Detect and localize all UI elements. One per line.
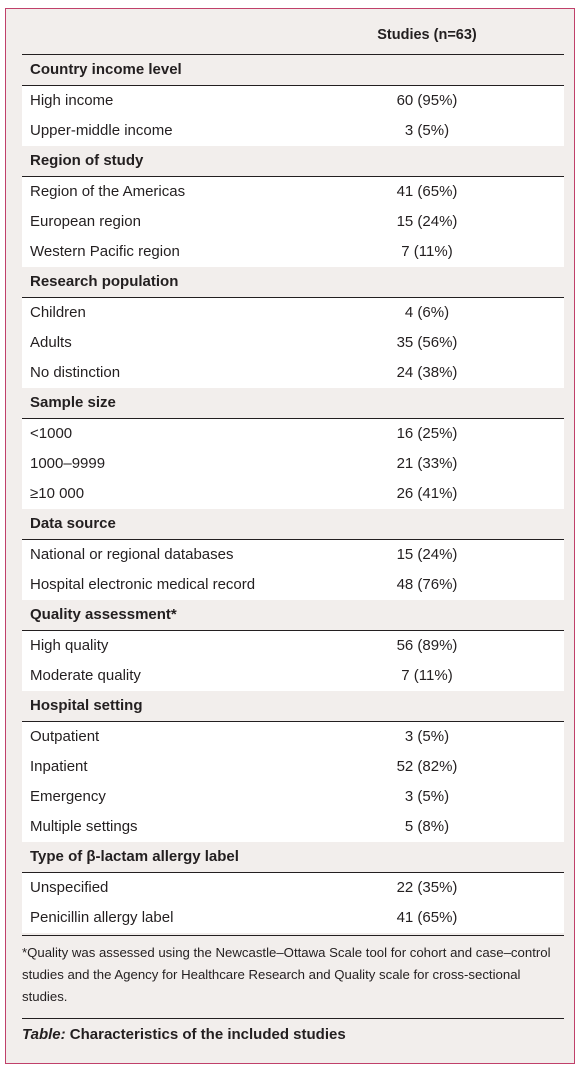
row-label: Upper-middle income xyxy=(30,122,173,139)
table-row: High income 60 (95%) xyxy=(22,86,564,116)
table-row: Unspecified 22 (35%) xyxy=(22,873,564,903)
row-value: 4 (6%) xyxy=(404,304,450,321)
section-body: Unspecified 22 (35%) Penicillin allergy la… xyxy=(22,873,564,933)
row-label: 1000–9999 xyxy=(30,455,106,472)
table-row: European region 15 (24%) xyxy=(22,207,564,237)
table-row: Hospital electronic medical record 48 (76… xyxy=(22,570,564,600)
row-label: No distinction xyxy=(30,364,121,381)
row-value: 3 (5%) xyxy=(404,788,450,805)
row-label: Multiple settings xyxy=(30,818,138,835)
row-label: Moderate quality xyxy=(30,667,141,684)
row-value: 22 (35%) xyxy=(396,879,458,896)
row-value: 7 (11%) xyxy=(401,243,453,260)
table-row: Region of the Americas 41 (65%) xyxy=(22,177,564,207)
row-label: ≥10 000 xyxy=(30,485,85,502)
table-row: Emergency 3 (5%) xyxy=(22,782,564,812)
row-value: 26 (41%) xyxy=(396,485,458,502)
row-value: 41 (65%) xyxy=(396,909,458,926)
table-row: Penicillin allergy label 41 (65%) xyxy=(22,903,564,933)
row-value: 7 (11%) xyxy=(401,667,453,684)
row-value: 35 (56%) xyxy=(396,334,458,351)
table-caption: Table: Characteristics of the included s… xyxy=(22,1018,564,1043)
row-label: Outpatient xyxy=(30,728,100,745)
section-title: Quality assessment* xyxy=(22,600,564,631)
row-value: 15 (24%) xyxy=(396,213,458,230)
row-value: 56 (89%) xyxy=(396,637,458,654)
section-body: <1000 16 (25%) 1000–9999 21 (33%) ≥10 000 26 … xyxy=(22,419,564,509)
section-title: Country income level xyxy=(22,55,564,86)
section-body: National or regional databases 15 (24%) Ho… xyxy=(22,540,564,600)
table-row: Upper-middle income 3 (5%) xyxy=(22,116,564,146)
table-row: Multiple settings 5 (8%) xyxy=(22,812,564,842)
row-value: 52 (82%) xyxy=(396,758,458,775)
table-row: Inpatient 52 (82%) xyxy=(22,752,564,782)
section-body: Region of the Americas 41 (65%) European r… xyxy=(22,177,564,267)
table-row: Western Pacific region 7 (11%) xyxy=(22,237,564,267)
row-label: Children xyxy=(30,304,86,321)
column-header: Studies (n=63) xyxy=(377,27,477,43)
table-row: Outpatient 3 (5%) xyxy=(22,722,564,752)
section-title: Data source xyxy=(22,509,564,540)
table-row: Adults 35 (56%) xyxy=(22,328,564,358)
row-value: 15 (24%) xyxy=(396,546,458,563)
row-value: 5 (8%) xyxy=(404,818,450,835)
table-header: Studies (n=63) xyxy=(22,21,564,55)
section-title: Region of study xyxy=(22,146,564,177)
table-row: <1000 16 (25%) xyxy=(22,419,564,449)
section-title: Sample size xyxy=(22,388,564,419)
table-footnote: *Quality was assessed using the Newcastl… xyxy=(22,935,564,1014)
row-value: 3 (5%) xyxy=(404,122,450,139)
row-value: 21 (33%) xyxy=(396,455,458,472)
row-value: 60 (95%) xyxy=(396,92,458,109)
characteristics-table: Studies (n=63) Country income level High … xyxy=(22,21,564,1043)
table-row: ≥10 000 26 (41%) xyxy=(22,479,564,509)
row-label: Emergency xyxy=(30,788,106,805)
table-row: Moderate quality 7 (11%) xyxy=(22,661,564,691)
table-row: High quality 56 (89%) xyxy=(22,631,564,661)
section-body: High income 60 (95%) Upper-middle income 3 … xyxy=(22,86,564,146)
row-label: Penicillin allergy label xyxy=(30,909,174,926)
caption-text: Characteristics of the included studies xyxy=(65,1026,346,1043)
table-row: Children 4 (6%) xyxy=(22,298,564,328)
row-label: Hospital electronic medical record xyxy=(30,576,256,593)
table-panel: Studies (n=63) Country income level High … xyxy=(5,8,575,1064)
row-label: Region of the Americas xyxy=(30,183,186,200)
row-label: Unspecified xyxy=(30,879,109,896)
row-value: 24 (38%) xyxy=(396,364,458,381)
row-value: 3 (5%) xyxy=(404,728,450,745)
row-label: High income xyxy=(30,92,114,109)
row-label: Adults xyxy=(30,334,72,351)
row-value: 16 (25%) xyxy=(396,425,458,442)
row-label: National or regional databases xyxy=(30,546,234,563)
section-title: Hospital setting xyxy=(22,691,564,722)
section-title: Research population xyxy=(22,267,564,298)
row-value: 48 (76%) xyxy=(396,576,458,593)
table-row: 1000–9999 21 (33%) xyxy=(22,449,564,479)
row-label: European region xyxy=(30,213,141,230)
caption-prefix: Table: xyxy=(22,1026,66,1043)
section-title: Type of β-lactam allergy label xyxy=(22,842,564,873)
row-value: 41 (65%) xyxy=(396,183,458,200)
table-row: National or regional databases 15 (24%) xyxy=(22,540,564,570)
row-label: <1000 xyxy=(30,425,73,442)
table-body: Country income level High income 60 (95%) U… xyxy=(22,55,564,933)
section-body: High quality 56 (89%) Moderate quality 7 (1… xyxy=(22,631,564,691)
row-label: High quality xyxy=(30,637,109,654)
table-row: No distinction 24 (38%) xyxy=(22,358,564,388)
row-label: Western Pacific region xyxy=(30,243,180,260)
row-label: Inpatient xyxy=(30,758,88,775)
section-body: Outpatient 3 (5%) Inpatient 52 (82%) Emergen… xyxy=(22,722,564,842)
section-body: Children 4 (6%) Adults 35 (56%) No distincti… xyxy=(22,298,564,388)
